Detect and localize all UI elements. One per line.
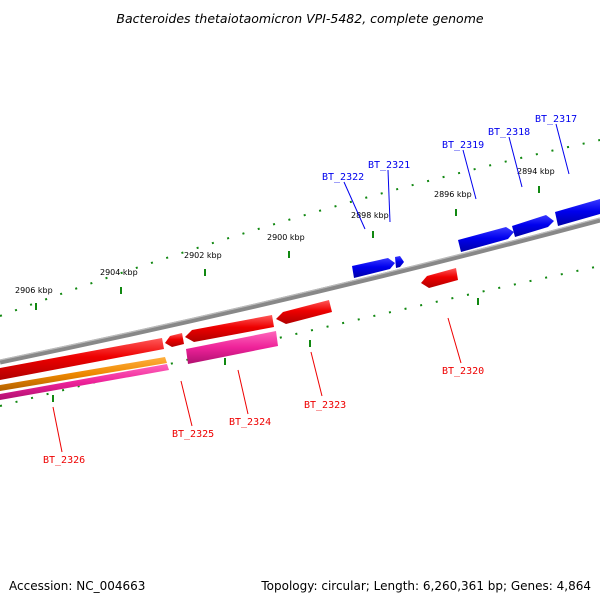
ruler-label-2900: 2900 kbp — [267, 233, 305, 242]
ruler-labels: 2906 kbp 2904 kbp 2902 kbp 2900 kbp 2898… — [15, 167, 555, 295]
gene-label-BT_2319[interactable]: BT_2319 — [442, 140, 484, 151]
forward-gene-arrow[interactable] — [555, 199, 600, 226]
upper-ruler — [0, 139, 600, 317]
accession-text: Accession: NC_004663 — [9, 579, 146, 593]
orange-track — [0, 357, 167, 391]
reverse-gene-arrow[interactable] — [421, 268, 458, 288]
lower-ruler — [0, 265, 600, 407]
pink-track — [0, 364, 169, 400]
reverse-gene-arrows — [0, 268, 458, 380]
ruler-label-2904: 2904 kbp — [100, 268, 138, 277]
gene-label-BT_2324[interactable]: BT_2324 — [229, 417, 271, 428]
forward-gene-arrow[interactable] — [458, 227, 514, 252]
gene-label-BT_2320[interactable]: BT_2320 — [442, 366, 484, 377]
reverse-gene-arrow[interactable] — [165, 333, 184, 347]
gene-label-BT_2326[interactable]: BT_2326 — [43, 455, 85, 466]
ruler-label-2894: 2894 kbp — [517, 167, 555, 176]
ruler-label-2898: 2898 kbp — [351, 211, 389, 220]
gene-label-BT_2323[interactable]: BT_2323 — [304, 400, 346, 411]
map-title: Bacteroides thetaiotaomicron VPI-5482, c… — [116, 11, 483, 26]
forward-gene-arrow[interactable] — [395, 256, 404, 268]
topology-summary: Topology: circular; Length: 6,260,361 bp… — [261, 579, 591, 593]
gene-label-BT_2317[interactable]: BT_2317 — [535, 114, 577, 125]
pink-gene[interactable] — [186, 331, 278, 364]
reverse-gene-labels — [52, 317, 462, 453]
reverse-gene-arrow[interactable] — [185, 315, 274, 342]
forward-gene-labels — [343, 123, 570, 230]
gene-label-BT_2322[interactable]: BT_2322 — [322, 172, 364, 183]
ruler-major-ticks — [35, 186, 540, 402]
reverse-gene-arrow[interactable] — [276, 300, 332, 324]
gene-label-BT_2321[interactable]: BT_2321 — [368, 160, 410, 171]
forward-gene-arrows — [352, 199, 600, 278]
gene-label-BT_2318[interactable]: BT_2318 — [488, 127, 530, 138]
ruler-label-2906: 2906 kbp — [15, 286, 53, 295]
ruler-label-2896: 2896 kbp — [434, 190, 472, 199]
ruler-label-2902: 2902 kbp — [184, 251, 222, 260]
forward-gene-arrow[interactable] — [352, 258, 395, 278]
reverse-gene-arrow[interactable] — [0, 338, 164, 380]
gene-label-BT_2325[interactable]: BT_2325 — [172, 429, 214, 440]
forward-gene-arrow[interactable] — [512, 215, 554, 237]
genome-backbone — [0, 217, 600, 365]
